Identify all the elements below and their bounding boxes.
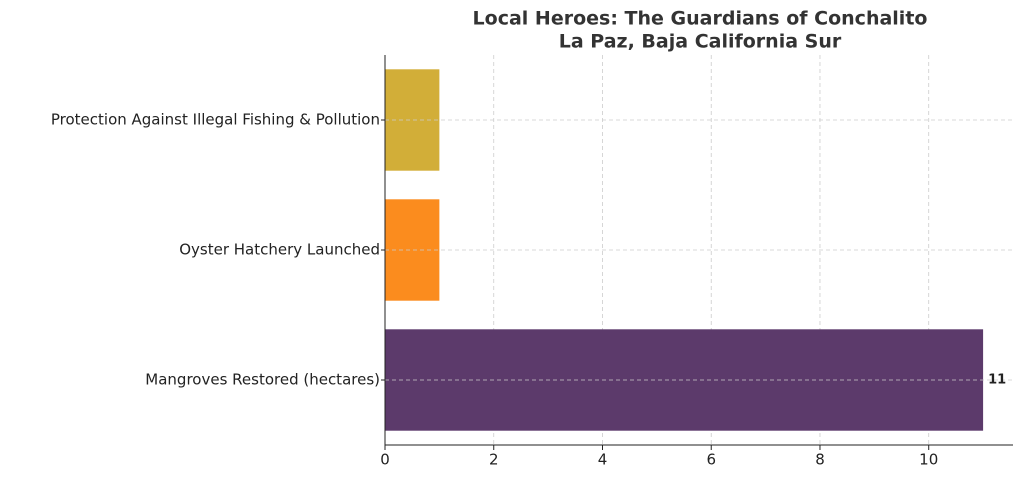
y-tick-label: Oyster Hatchery Launched xyxy=(179,241,380,259)
x-tick-label: 6 xyxy=(706,451,716,469)
bar xyxy=(385,329,984,431)
y-tick-label: Mangroves Restored (hectares) xyxy=(145,371,380,389)
x-tick-label: 0 xyxy=(380,451,390,469)
chart-title: Local Heroes: The Guardians of Conchalit… xyxy=(473,8,928,30)
x-tick-label: 2 xyxy=(489,451,499,469)
y-tick-label: Protection Against Illegal Fishing & Pol… xyxy=(51,111,380,129)
x-tick-label: 8 xyxy=(815,451,825,469)
x-tick-label: 10 xyxy=(919,451,938,469)
x-tick-label: 4 xyxy=(598,451,608,469)
chart-subtitle: La Paz, Baja California Sur xyxy=(559,31,842,53)
data-label: 11 xyxy=(988,373,1006,388)
